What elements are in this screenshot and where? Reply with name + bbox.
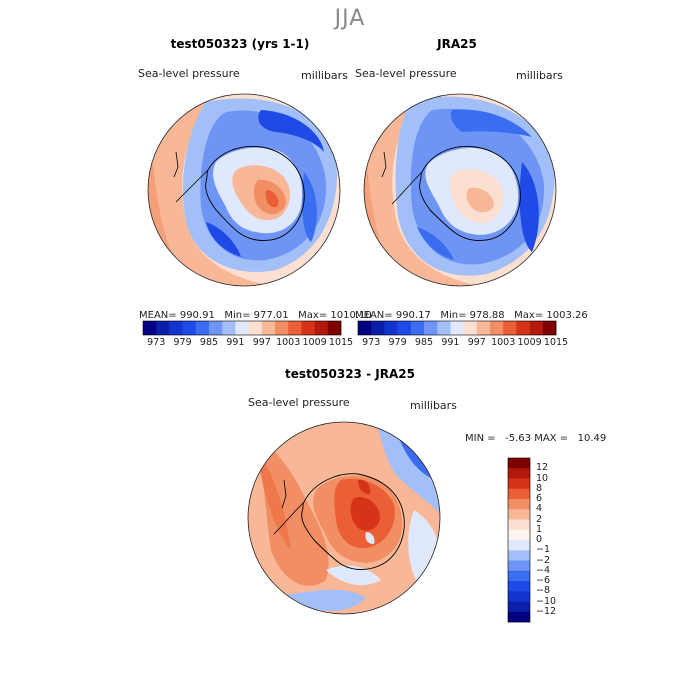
abs-colorbar-model-swatch <box>248 321 263 335</box>
abs-colorbar-obs-swatch <box>397 321 412 335</box>
abs-colorbar-model-tick-label: 997 <box>252 337 271 348</box>
abs-colorbar-obs-swatch <box>463 321 478 335</box>
abs-colorbar-model-swatch <box>169 321 183 335</box>
model-polar-map <box>147 93 341 287</box>
abs-colorbar-model-swatch <box>222 321 236 335</box>
abs-colorbar-model-tick-label: 985 <box>199 337 219 348</box>
abs-colorbar-obs-tick-label: 991 <box>441 337 460 348</box>
abs-colorbar-model-tick-label: 973 <box>147 337 166 348</box>
diff-colorbar-tick-label: 4 <box>536 503 543 515</box>
diff-colorbar-swatch <box>508 540 530 551</box>
abs-colorbar-obs-swatch <box>503 321 517 335</box>
abs-colorbar-model-swatch <box>275 321 289 335</box>
abs-colorbar-obs-tick-label: 979 <box>388 337 407 348</box>
diff-colorbar-outline <box>507 457 531 623</box>
diff-colorbar-tick-label: −4 <box>536 564 551 576</box>
diff-colorbar-tick-label: 10 <box>536 472 549 484</box>
diff-colorbar-swatch <box>508 550 530 561</box>
diff-colorbar-swatch <box>508 488 530 500</box>
model-stats-line: MEAN= 990.91 Min= 977.01 Max= 1010.10 <box>139 310 372 321</box>
abs-colorbar-model-swatch <box>195 321 210 335</box>
abs-colorbar-obs-swatch <box>384 321 398 335</box>
abs-colorbar-obs-swatch <box>529 321 544 335</box>
abs-colorbar-model-tick-label: 1003 <box>276 337 301 348</box>
diff-colorbar-swatch <box>508 468 530 479</box>
abs-colorbar-obs-outline <box>357 320 557 336</box>
diff-colorbar-swatch <box>508 601 530 613</box>
abs-colorbar-model-swatch <box>288 321 302 335</box>
model-variable-label: Sea-level pressure <box>138 67 240 80</box>
abs-colorbar-obs-swatch <box>490 321 504 335</box>
diff-panel-title: test050323 - JRA25 <box>285 367 415 381</box>
diff-polar-map <box>247 421 441 615</box>
abs-colorbar-model-swatch <box>327 321 342 335</box>
diff-colorbar <box>507 457 531 623</box>
abs-colorbar-obs-swatch <box>450 321 464 335</box>
diff-colorbar-swatch <box>508 519 530 531</box>
abs-colorbar-obs-tick-label: 997 <box>467 337 486 348</box>
obs-variable-label: Sea-level pressure <box>355 67 457 80</box>
abs-colorbar-model-tick-label: 1009 <box>302 337 327 348</box>
diff-colorbar-swatch <box>508 560 530 572</box>
abs-colorbar-model-swatch <box>301 321 315 335</box>
abs-colorbar-model-swatch <box>143 321 157 335</box>
abs-colorbar-model-swatch <box>182 321 197 335</box>
diff-colorbar-swatch <box>508 591 530 602</box>
diff-colorbar-tick-label: −6 <box>536 575 551 586</box>
abs-colorbar-obs-swatch <box>358 321 372 335</box>
diff-minmax-line: MIN = -5.63 MAX = 10.49 <box>465 433 607 444</box>
obs-panel-title: JRA25 <box>437 37 477 51</box>
abs-colorbar-obs-swatch <box>437 321 451 335</box>
abs-colorbar-model-swatch <box>314 321 329 335</box>
diff-colorbar-swatch <box>508 529 530 541</box>
diff-colorbar-swatch <box>508 581 530 592</box>
diff-colorbar-tick-label: 2 <box>536 513 543 525</box>
abs-colorbar-model-swatch <box>156 321 170 335</box>
obs-stats-line: MEAN= 990.17 Min= 978.88 Max= 1003.26 <box>355 310 588 321</box>
abs-colorbar-obs-tick-label: 985 <box>414 337 434 348</box>
diff-colorbar-tick-label: −12 <box>536 605 557 617</box>
diff-colorbar-tick-label: 1 <box>536 523 543 535</box>
diff-variable-label: Sea-level pressure <box>248 396 350 409</box>
diff-units-label: millibars <box>410 399 457 412</box>
diff-colorbar-tick-label: 6 <box>536 493 543 504</box>
abs-colorbar-obs-swatch <box>424 321 438 335</box>
diff-colorbar-swatch <box>508 509 530 520</box>
diff-colorbar-swatch <box>508 478 530 490</box>
obs-polar-map <box>363 93 557 287</box>
abs-colorbar-model-tick-label: 979 <box>173 337 192 348</box>
diff-colorbar-tick-label: 0 <box>536 534 543 545</box>
model-panel-title: test050323 (yrs 1-1) <box>170 37 310 51</box>
abs-colorbar-obs-tick-label: 1009 <box>517 337 542 348</box>
model-units-label: millibars <box>301 69 348 82</box>
abs-colorbar-obs-swatch <box>410 321 425 335</box>
diff-colorbar-swatch <box>508 570 530 582</box>
abs-colorbar-obs-swatch <box>516 321 530 335</box>
abs-colorbar-obs-tick-label: 1003 <box>491 337 516 348</box>
obs-units-label: millibars <box>516 69 563 82</box>
abs-colorbar-obs-tick-label: 973 <box>362 337 381 348</box>
abs-colorbar-obs-swatch <box>371 321 385 335</box>
abs-colorbar-obs-swatch <box>476 321 491 335</box>
abs-colorbar-model <box>142 320 342 336</box>
abs-colorbar-model-swatch <box>261 321 276 335</box>
diff-colorbar-tick-label: −2 <box>536 554 551 566</box>
abs-colorbar-model-swatch <box>235 321 249 335</box>
diff-colorbar-swatch <box>508 611 530 623</box>
abs-colorbar-obs <box>357 320 557 336</box>
abs-colorbar-model-tick-label: 1015 <box>328 337 354 348</box>
diff-colorbar-swatch <box>508 499 530 510</box>
abs-colorbar-model-swatch <box>209 321 223 335</box>
abs-colorbar-model-tick-label: 991 <box>226 337 245 348</box>
abs-colorbar-obs-tick-label: 1015 <box>543 337 569 348</box>
diff-colorbar-tick-label: −10 <box>536 595 557 607</box>
diff-colorbar-swatch <box>508 458 530 469</box>
abs-colorbar-obs-swatch <box>542 321 557 335</box>
diff-colorbar-tick-label: −1 <box>536 544 551 556</box>
diff-colorbar-tick-label: 8 <box>536 482 543 494</box>
diff-colorbar-tick-label: −8 <box>536 585 551 597</box>
diff-colorbar-tick-label: 12 <box>536 462 549 474</box>
abs-colorbar-model-outline <box>142 320 342 336</box>
season-title: JJA <box>334 6 366 31</box>
